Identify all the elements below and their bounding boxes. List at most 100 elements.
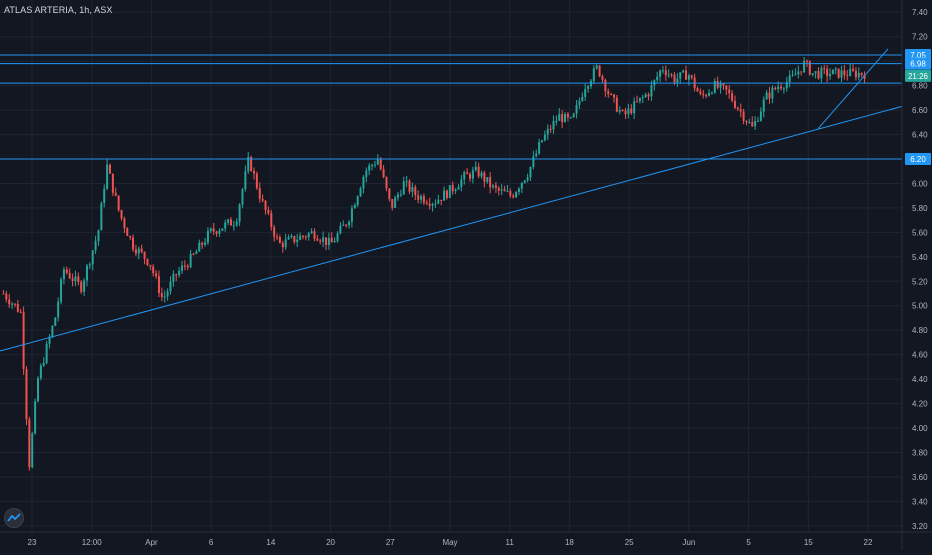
candle-body [857,72,860,78]
time-axis[interactable]: 23 12:00 Apr 6 14 20 27 May 11 18 25 Jun 5 15 22 [0,531,932,547]
candle-body [137,248,140,254]
y-tick-label: 4.40 [912,375,928,384]
candle-body [172,274,175,282]
candle-body [414,187,417,196]
x-tick-label: Apr [145,538,158,547]
y-tick-label: 3.40 [912,497,928,506]
candle-body [538,142,541,154]
candle-body [388,188,391,200]
candle-body [152,266,155,274]
candle-body [85,265,88,281]
candle-body [486,177,489,182]
price-badge [905,69,931,82]
candle-body [250,157,253,172]
candle-body [782,88,785,90]
candle-body [610,93,613,95]
candle-body [431,204,434,206]
candle-body [132,237,135,250]
candle-body [820,68,823,79]
candle-body [25,368,28,420]
candle-body [330,237,333,243]
candle-body [253,171,255,174]
candle-body [466,172,469,175]
candle-body [451,185,454,192]
candle-body [745,121,748,123]
candle-body [77,276,80,282]
candle-body [604,79,607,92]
candle-body [209,228,212,231]
candle-body [408,180,411,192]
candle-body [823,68,826,70]
trendline-short-term[interactable] [817,48,889,129]
candle-body [736,107,739,110]
candle-body [123,218,126,229]
candle-body [391,199,394,208]
candle-body [575,104,578,114]
candle-body [198,242,201,252]
x-tick-label: May [442,538,457,547]
candle-body [840,70,843,78]
candle-body [708,92,711,96]
candle-body [650,85,653,97]
y-tick-label: 3.80 [912,449,928,458]
candle-body [494,185,497,188]
price-badge-label: 7.05 [910,51,926,60]
candle-body [512,195,515,198]
candle-body [722,83,725,86]
candle-body [739,109,742,112]
candle-body [60,279,63,302]
candle-body [584,88,587,97]
trendline-long-term[interactable] [0,105,903,352]
candle-body [299,235,302,240]
x-tick-label: Jun [682,538,695,547]
y-tick-label: 3.20 [912,522,928,531]
drawings[interactable] [0,48,903,352]
candle-body [238,204,241,222]
candle-body [434,203,437,205]
candle-body [846,75,849,77]
candle-body [834,68,837,70]
candle-body [457,187,460,190]
y-tick-label: 4.00 [912,424,928,433]
candle-body [143,251,146,259]
x-tick-label: 27 [386,538,395,547]
candle-body [350,208,353,222]
candle-body [705,95,708,97]
candle-body [474,166,477,171]
candle-body [437,199,440,204]
candle-body [483,172,486,182]
candle-body [276,236,279,238]
x-tick-label: 5 [746,538,751,547]
candle-body [57,301,60,318]
candle-body [5,293,8,300]
candle-body [647,94,650,97]
candle-body [301,235,304,237]
candle-body [774,87,777,90]
candle-body [83,280,86,292]
candle-body [566,113,569,118]
candle-body [624,110,627,115]
tradingview-logo-icon[interactable] [4,508,24,528]
candle-body [805,60,808,62]
candle-body [532,156,535,167]
candle-body [169,281,172,292]
candle-body [543,134,546,141]
candle-body [201,242,204,245]
candle-body [106,164,109,189]
candle-body [126,228,129,236]
candle-body [808,61,811,75]
candle-body [402,181,405,195]
candle-body [103,188,106,204]
candle-body [595,65,598,69]
candle-body [129,235,132,238]
candle-body [849,68,852,77]
candle-body [509,191,512,196]
candle-body [88,264,91,266]
price-badge-label: 6.20 [910,155,926,164]
candle-body [601,76,604,80]
candle-body [656,76,659,81]
candle-body [385,177,388,189]
candle-body [405,180,408,182]
